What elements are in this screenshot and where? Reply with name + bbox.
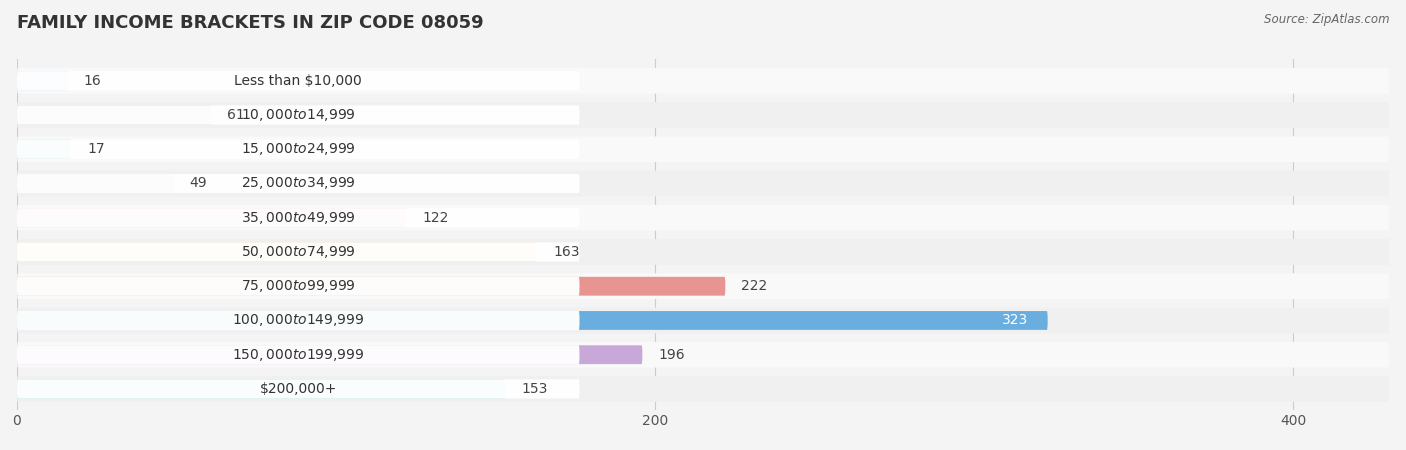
FancyBboxPatch shape [17, 239, 1389, 265]
Text: 222: 222 [741, 279, 768, 293]
FancyBboxPatch shape [17, 376, 1389, 402]
FancyBboxPatch shape [17, 342, 1389, 368]
FancyBboxPatch shape [17, 243, 579, 261]
FancyBboxPatch shape [17, 71, 579, 90]
FancyBboxPatch shape [17, 379, 505, 398]
Text: $150,000 to $199,999: $150,000 to $199,999 [232, 346, 364, 363]
FancyBboxPatch shape [17, 140, 72, 159]
Text: $50,000 to $74,999: $50,000 to $74,999 [240, 244, 356, 260]
FancyBboxPatch shape [17, 208, 406, 227]
Text: 49: 49 [190, 176, 207, 190]
FancyBboxPatch shape [17, 205, 1389, 230]
FancyBboxPatch shape [17, 106, 211, 124]
FancyBboxPatch shape [17, 102, 1389, 128]
FancyBboxPatch shape [17, 68, 1389, 94]
Text: $100,000 to $149,999: $100,000 to $149,999 [232, 312, 364, 328]
Text: $10,000 to $14,999: $10,000 to $14,999 [240, 107, 356, 123]
FancyBboxPatch shape [17, 308, 1389, 333]
FancyBboxPatch shape [17, 72, 67, 90]
Text: $200,000+: $200,000+ [260, 382, 337, 396]
Text: $25,000 to $34,999: $25,000 to $34,999 [240, 176, 356, 192]
FancyBboxPatch shape [17, 140, 579, 159]
FancyBboxPatch shape [17, 208, 579, 227]
FancyBboxPatch shape [17, 174, 579, 193]
Text: 122: 122 [422, 211, 449, 225]
Text: 153: 153 [522, 382, 547, 396]
Text: Source: ZipAtlas.com: Source: ZipAtlas.com [1264, 14, 1389, 27]
Text: 16: 16 [84, 74, 101, 88]
FancyBboxPatch shape [17, 243, 537, 261]
Text: $35,000 to $49,999: $35,000 to $49,999 [240, 210, 356, 226]
FancyBboxPatch shape [17, 136, 1389, 162]
Text: Less than $10,000: Less than $10,000 [235, 74, 363, 88]
Text: $75,000 to $99,999: $75,000 to $99,999 [240, 278, 356, 294]
FancyBboxPatch shape [17, 274, 1389, 299]
Text: $15,000 to $24,999: $15,000 to $24,999 [240, 141, 356, 157]
FancyBboxPatch shape [17, 345, 643, 364]
FancyBboxPatch shape [17, 277, 579, 296]
Text: 323: 323 [1002, 314, 1029, 328]
Text: 61: 61 [228, 108, 245, 122]
FancyBboxPatch shape [17, 379, 579, 399]
Text: 17: 17 [87, 142, 104, 156]
FancyBboxPatch shape [17, 345, 579, 365]
FancyBboxPatch shape [17, 311, 1047, 330]
Text: 163: 163 [553, 245, 579, 259]
FancyBboxPatch shape [17, 105, 579, 125]
Text: FAMILY INCOME BRACKETS IN ZIP CODE 08059: FAMILY INCOME BRACKETS IN ZIP CODE 08059 [17, 14, 484, 32]
FancyBboxPatch shape [17, 311, 579, 330]
Text: 196: 196 [658, 348, 685, 362]
FancyBboxPatch shape [17, 174, 173, 193]
FancyBboxPatch shape [17, 277, 725, 296]
FancyBboxPatch shape [17, 171, 1389, 196]
